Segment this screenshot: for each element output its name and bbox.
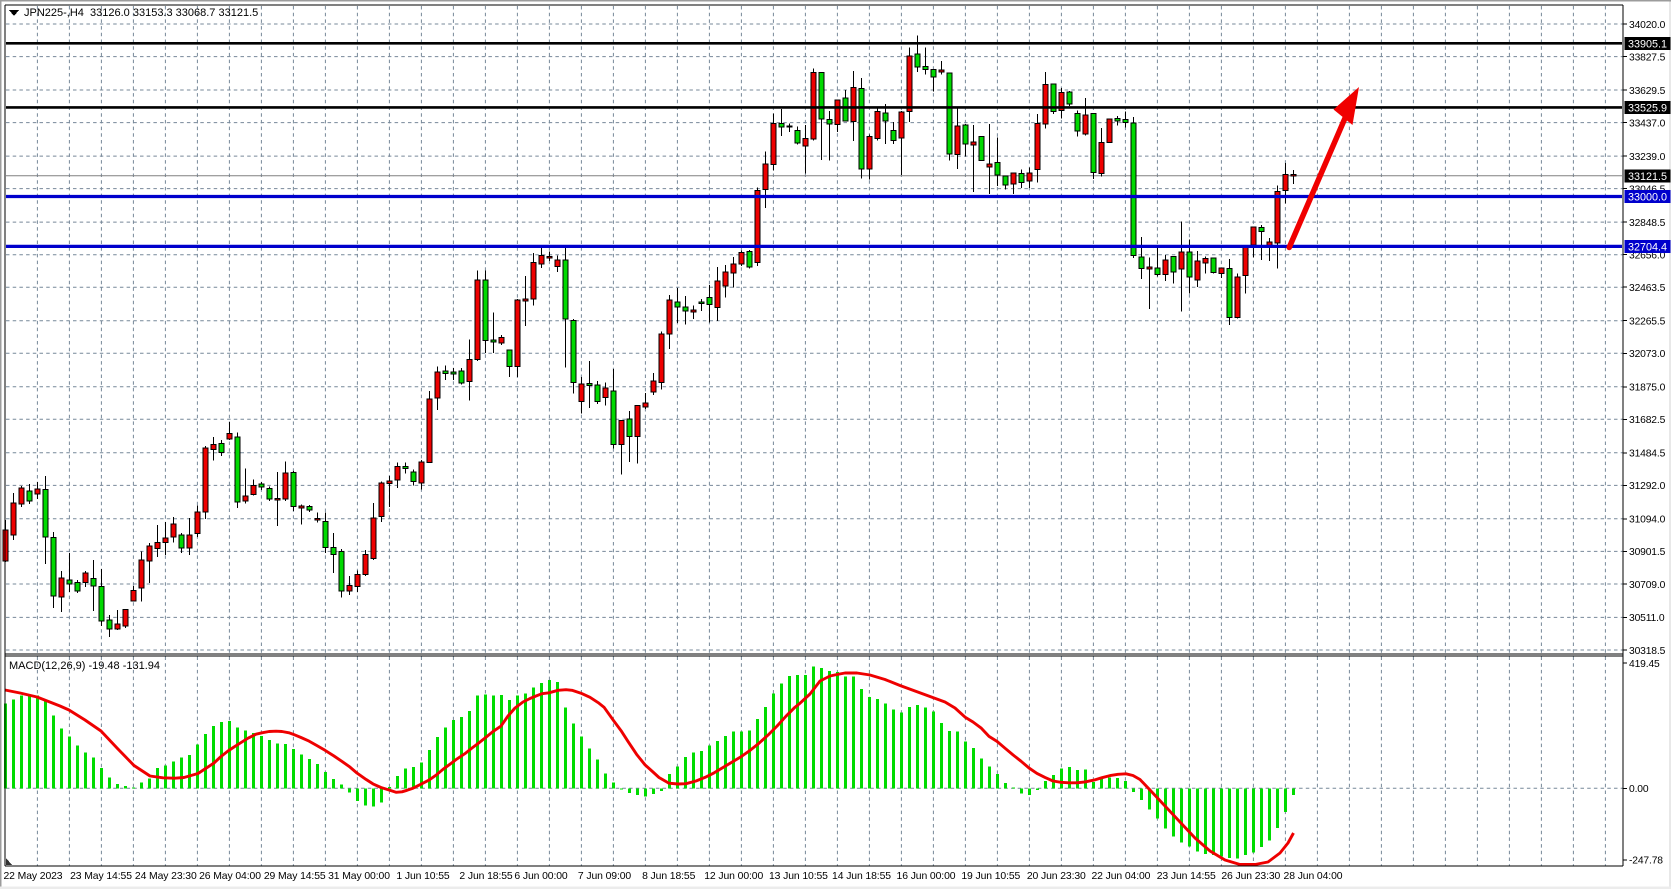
svg-text:31484.5: 31484.5 — [1629, 449, 1666, 460]
svg-text:24 May 23:30: 24 May 23:30 — [135, 871, 197, 882]
svg-text:33629.5: 33629.5 — [1629, 86, 1666, 97]
svg-text:23 Jun 14:55: 23 Jun 14:55 — [1157, 871, 1216, 882]
svg-text:34020.0: 34020.0 — [1629, 20, 1666, 31]
svg-text:33000.0: 33000.0 — [1628, 192, 1667, 204]
svg-text:30709.0: 30709.0 — [1629, 580, 1666, 591]
svg-text:8 Jun 18:55: 8 Jun 18:55 — [642, 871, 696, 882]
svg-text:30318.5: 30318.5 — [1629, 646, 1666, 657]
svg-text:1 Jun 10:55: 1 Jun 10:55 — [396, 871, 450, 882]
svg-text:22 Jun 04:00: 22 Jun 04:00 — [1091, 871, 1150, 882]
svg-text:16 Jun 00:00: 16 Jun 00:00 — [897, 871, 956, 882]
svg-text:33121.5: 33121.5 — [1628, 171, 1667, 183]
svg-text:33239.0: 33239.0 — [1629, 152, 1666, 163]
svg-text:-247.78: -247.78 — [1629, 856, 1663, 867]
svg-text:33046.5: 33046.5 — [1629, 184, 1666, 195]
svg-text:7 Jun 09:00: 7 Jun 09:00 — [578, 871, 632, 882]
svg-text:32704.4: 32704.4 — [1628, 241, 1667, 253]
svg-text:MACD(12,26,9) -19.48 -131.94: MACD(12,26,9) -19.48 -131.94 — [9, 660, 160, 672]
svg-text:30901.5: 30901.5 — [1629, 547, 1666, 558]
svg-text:13 Jun 10:55: 13 Jun 10:55 — [769, 871, 828, 882]
svg-text:14 Jun 18:55: 14 Jun 18:55 — [832, 871, 891, 882]
svg-text:419.45: 419.45 — [1629, 659, 1660, 670]
svg-text:32848.5: 32848.5 — [1629, 218, 1666, 229]
svg-text:JPN225-,H4 33126.0 33153.3 33: JPN225-,H4 33126.0 33153.3 33068.7 33121… — [24, 7, 258, 19]
svg-text:2 Jun 18:55: 2 Jun 18:55 — [459, 871, 513, 882]
svg-text:32463.5: 32463.5 — [1629, 283, 1666, 294]
svg-text:28 Jun 04:00: 28 Jun 04:00 — [1284, 871, 1343, 882]
svg-text:31094.0: 31094.0 — [1629, 515, 1666, 526]
svg-text:26 May 04:00: 26 May 04:00 — [199, 871, 261, 882]
svg-text:32265.5: 32265.5 — [1629, 317, 1666, 328]
svg-text:31 May 00:00: 31 May 00:00 — [328, 871, 390, 882]
svg-text:32656.0: 32656.0 — [1629, 251, 1666, 262]
svg-text:33827.5: 33827.5 — [1629, 52, 1666, 63]
svg-text:33525.9: 33525.9 — [1628, 102, 1667, 114]
svg-text:33905.1: 33905.1 — [1628, 38, 1667, 50]
svg-text:19 Jun 10:55: 19 Jun 10:55 — [961, 871, 1020, 882]
svg-text:12 Jun 00:00: 12 Jun 00:00 — [704, 871, 763, 882]
svg-text:31292.0: 31292.0 — [1629, 481, 1666, 492]
svg-text:33437.0: 33437.0 — [1629, 118, 1666, 129]
svg-text:6 Jun 00:00: 6 Jun 00:00 — [514, 871, 568, 882]
svg-text:29 May 14:55: 29 May 14:55 — [264, 871, 326, 882]
svg-text:31682.5: 31682.5 — [1629, 415, 1666, 426]
svg-text:31875.0: 31875.0 — [1629, 383, 1666, 394]
svg-text:0.00: 0.00 — [1629, 784, 1649, 795]
svg-text:32073.0: 32073.0 — [1629, 349, 1666, 360]
svg-text:30511.0: 30511.0 — [1629, 613, 1665, 624]
svg-text:26 Jun 23:30: 26 Jun 23:30 — [1221, 871, 1280, 882]
svg-text:23 May 14:55: 23 May 14:55 — [70, 871, 132, 882]
svg-text:22 May 2023: 22 May 2023 — [4, 871, 63, 882]
svg-text:20 Jun 23:30: 20 Jun 23:30 — [1027, 871, 1086, 882]
